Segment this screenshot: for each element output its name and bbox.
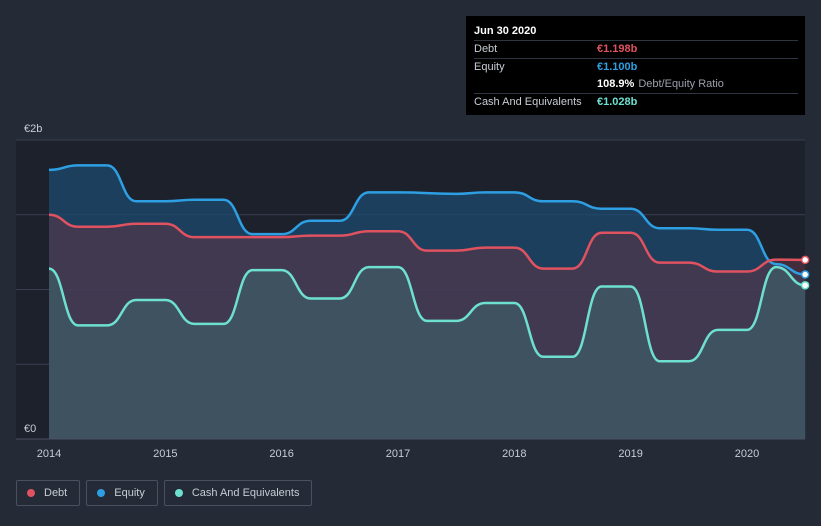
legend-dot-equity: [97, 489, 106, 497]
x-tick-2017: 2017: [386, 448, 410, 460]
tooltip-value-equity: €1.100b: [597, 61, 638, 73]
legend-item-cash[interactable]: Cash And Equivalents: [163, 480, 313, 506]
tooltip-label-equity: Equity: [474, 61, 505, 73]
cash-area: [49, 267, 806, 439]
tooltip-panel: Jun 30 2020 Debt €1.198b Equity €1.100b …: [466, 16, 805, 115]
y-tick-0: €0: [24, 423, 36, 435]
x-tick-2015: 2015: [153, 448, 177, 460]
x-tick-2014: 2014: [37, 448, 61, 460]
tooltip-value-debt: €1.198b: [597, 43, 638, 55]
tooltip-row-ratio: 108.9% Debt/Equity Ratio: [474, 76, 798, 93]
legend-label-debt: Debt: [44, 487, 68, 499]
tooltip-row-debt: Debt €1.198b: [474, 40, 798, 58]
equity-end-marker: [800, 270, 810, 279]
chart-legend: Debt Equity Cash And Equivalents: [16, 480, 313, 506]
equity-line: [48, 164, 806, 276]
tooltip-date: Jun 30 2020: [474, 25, 537, 37]
tooltip-label-cash: Cash And Equivalents: [474, 96, 582, 108]
series-end-markers: [800, 255, 810, 290]
legend-dot-debt: [27, 489, 35, 497]
tooltip-label-debt: Debt: [474, 43, 498, 55]
legend-label-cash: Cash And Equivalents: [191, 487, 300, 499]
legend-label-equity: Equity: [114, 487, 145, 499]
debt-line: [48, 213, 806, 273]
x-tick-2016: 2016: [269, 448, 293, 460]
x-tick-2020: 2020: [735, 448, 759, 460]
tooltip-row-equity: Equity €1.100b: [474, 58, 798, 76]
tooltip-value-ratio: 108.9%: [597, 78, 635, 90]
legend-item-equity[interactable]: Equity: [86, 480, 158, 506]
axis-labels: 2014 2015 2016 2017 2018 2019 2020 €2b €0: [24, 123, 759, 460]
cash-end-marker: [800, 281, 810, 290]
debt-end-marker: [800, 255, 810, 265]
tooltip-label-ratio: [474, 76, 597, 93]
tooltip-row-cash: Cash And Equivalents €1.028b: [474, 93, 798, 111]
legend-dot-cash: [174, 489, 183, 497]
series-lines: [48, 164, 806, 363]
tooltip-ratio-caption: Debt/Equity Ratio: [638, 78, 724, 90]
tooltip-value-cash: €1.028b: [597, 96, 638, 108]
y-tick-2: €2b: [24, 123, 42, 135]
cash-line: [48, 265, 806, 363]
legend-item-debt[interactable]: Debt: [16, 480, 81, 506]
x-tick-2018: 2018: [502, 448, 526, 460]
x-tick-2019: 2019: [618, 448, 642, 460]
